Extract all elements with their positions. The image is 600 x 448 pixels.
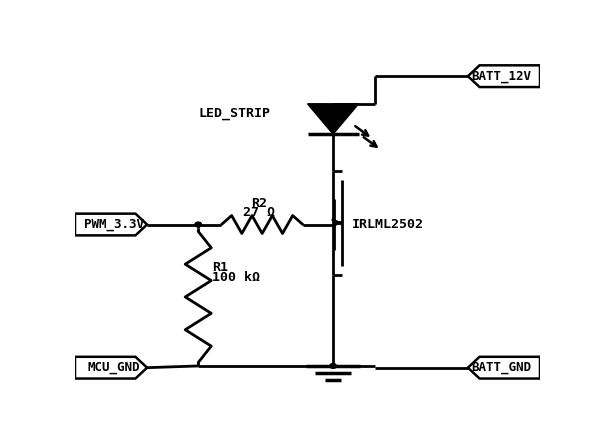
Text: MCU_GND: MCU_GND [88, 361, 140, 374]
Text: R2: R2 [251, 197, 266, 210]
Text: PWM_3.3V: PWM_3.3V [83, 218, 143, 231]
Text: BATT_GND: BATT_GND [472, 361, 532, 374]
Text: 27 Ω: 27 Ω [242, 206, 275, 219]
Polygon shape [75, 214, 147, 235]
Polygon shape [468, 357, 540, 379]
Text: R1: R1 [212, 261, 228, 274]
Text: 100 kΩ: 100 kΩ [212, 271, 260, 284]
Polygon shape [468, 65, 540, 87]
Text: IRLML2502: IRLML2502 [352, 218, 424, 231]
Polygon shape [308, 104, 359, 134]
Circle shape [330, 363, 337, 368]
Text: LED_STRIP: LED_STRIP [198, 107, 270, 120]
Circle shape [195, 222, 202, 227]
Text: BATT_12V: BATT_12V [472, 70, 532, 83]
Polygon shape [75, 357, 147, 379]
